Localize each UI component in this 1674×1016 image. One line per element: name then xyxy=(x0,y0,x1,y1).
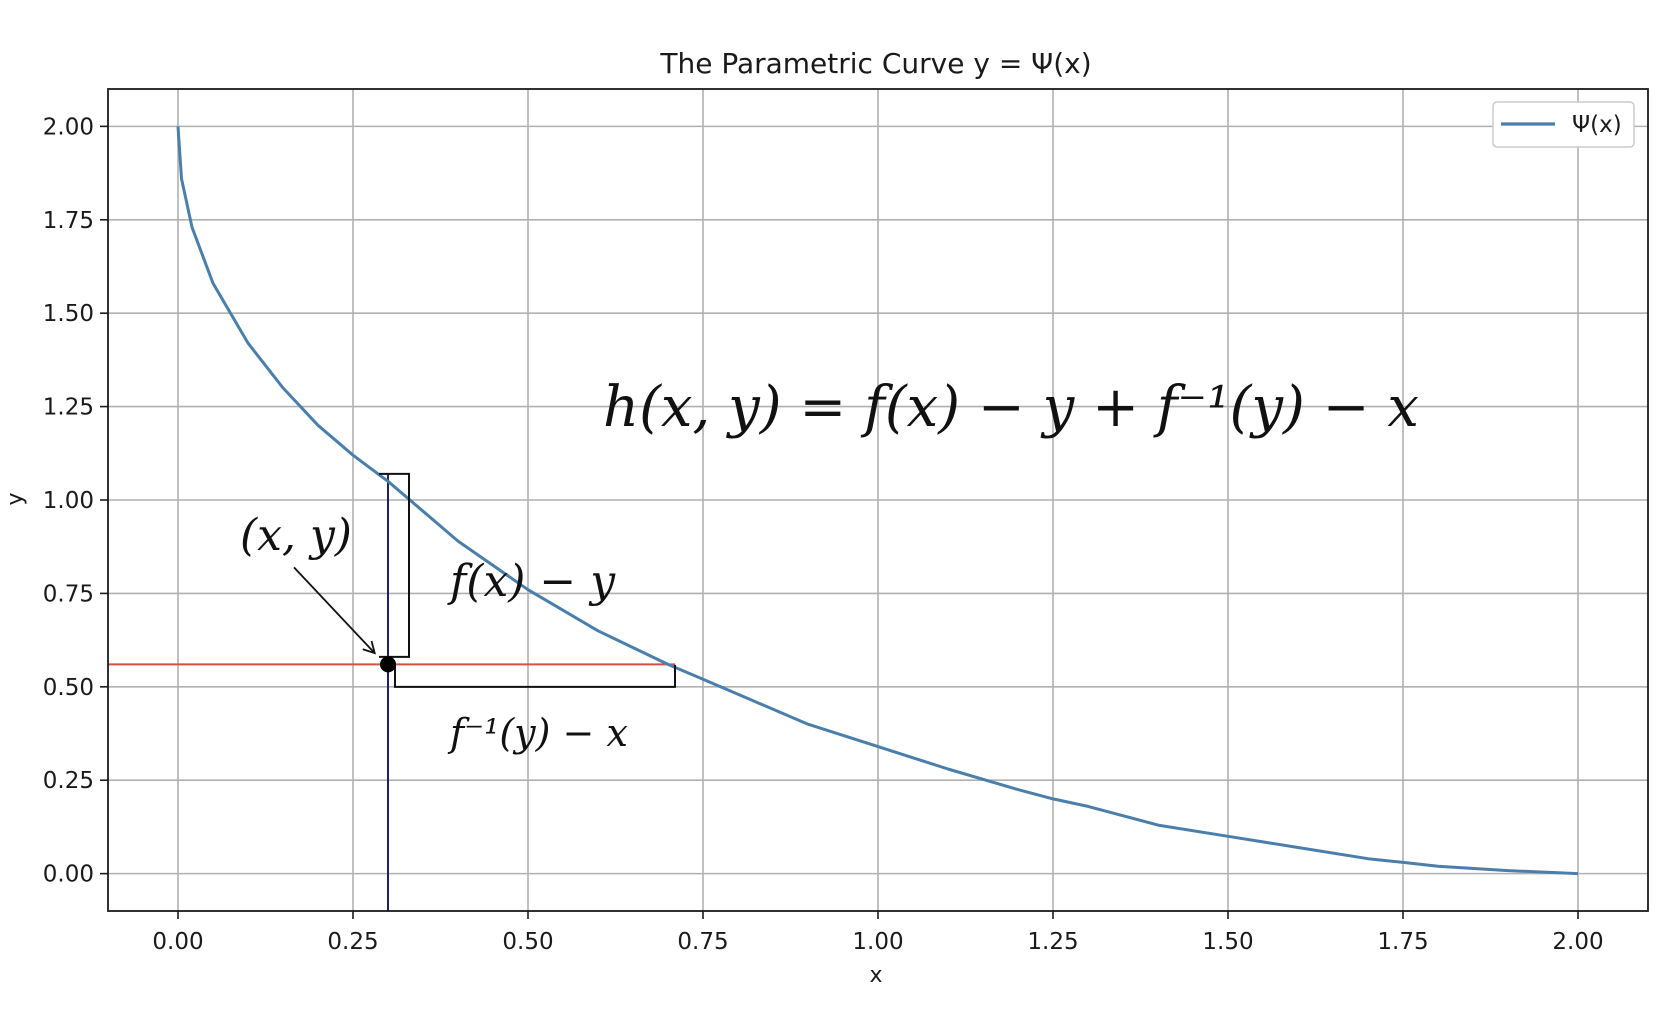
x-tick-label: 1.25 xyxy=(1027,929,1078,955)
x-tick-label: 0.00 xyxy=(152,929,203,955)
x-axis-ticks: 0.00 0.25 0.50 0.75 1.00 1.25 1.50 1.75 2.00 xyxy=(152,911,1604,955)
vertical-bracket-label: f(x) − y xyxy=(447,556,616,607)
series-group xyxy=(176,126,1579,876)
horizontal-bracket xyxy=(394,664,676,688)
x-tick-label: 0.75 xyxy=(677,929,728,955)
y-tick-label: 1.00 xyxy=(43,488,94,514)
y-tick-label: 0.25 xyxy=(43,768,94,794)
legend: Ψ(x) xyxy=(1492,101,1635,148)
grid xyxy=(108,89,1648,911)
y-tick-label: 1.75 xyxy=(43,208,94,234)
x-tick-label: 0.50 xyxy=(502,929,553,955)
x-tick-label: 1.75 xyxy=(1377,929,1428,955)
x-tick-label: 2.00 xyxy=(1552,929,1603,955)
legend-entry-label: Ψ(x) xyxy=(1572,112,1622,138)
y-axis-label: y xyxy=(3,492,28,505)
y-axis-ticks: 0.00 0.25 0.50 0.75 1.00 1.25 1.50 1.75 2.00 xyxy=(43,114,108,888)
y-tick-label: 1.50 xyxy=(43,301,94,327)
point-label: (x, y) xyxy=(240,510,352,561)
legend-box xyxy=(1492,101,1635,148)
y-tick-label: 0.75 xyxy=(43,581,94,607)
x-tick-label: 0.25 xyxy=(327,929,378,955)
chart-title: The Parametric Curve y = Ψ(x) xyxy=(659,47,1091,80)
highlighted-point xyxy=(380,656,396,673)
equation-annotation: h(x, y) = f(x) − y + f⁻¹(y) − x xyxy=(603,375,1419,440)
horizontal-bracket-label: f⁻¹(y) − x xyxy=(447,711,628,755)
point-arrow xyxy=(293,566,376,655)
y-tick-label: 2.00 xyxy=(43,114,94,140)
x-tick-label: 1.00 xyxy=(852,929,903,955)
y-tick-label: 0.50 xyxy=(43,675,94,701)
x-tick-label: 1.50 xyxy=(1202,929,1253,955)
series-line xyxy=(176,126,1579,876)
annotations: (x, y) f(x) − y f⁻¹(y) − x h(x, y) = f(x… xyxy=(240,375,1419,755)
x-axis-label: x xyxy=(869,963,882,988)
y-tick-label: 1.25 xyxy=(43,395,94,421)
vertical-bracket xyxy=(379,472,410,658)
y-tick-label: 0.00 xyxy=(43,862,94,888)
